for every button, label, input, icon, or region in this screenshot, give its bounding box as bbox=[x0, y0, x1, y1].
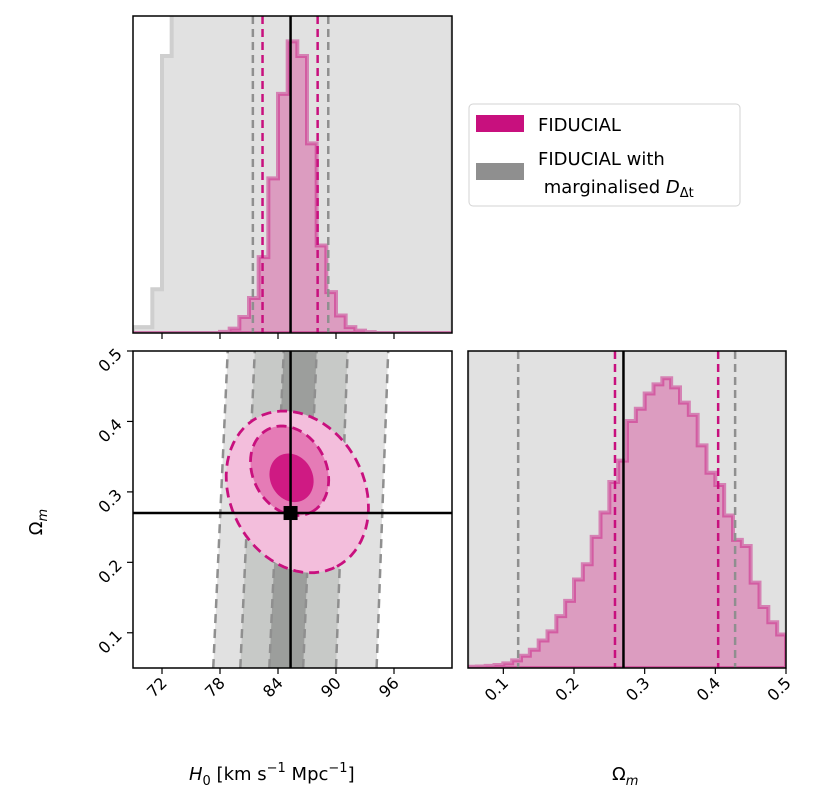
om-xtick-label-2: 0.3 bbox=[622, 673, 653, 704]
joint-frame bbox=[132, 350, 453, 669]
legend-label-fiducial: FIDUCIAL bbox=[538, 115, 621, 136]
om-marginal-frame bbox=[467, 350, 787, 669]
joint-ytick-label-1: 0.2 bbox=[94, 556, 125, 587]
om-marginal-ticks: 0.1 0.2 0.3 0.4 0.5 bbox=[481, 668, 795, 705]
joint-xtick-label-1: 78 bbox=[201, 673, 229, 701]
joint-xtick-label-3: 90 bbox=[317, 673, 345, 701]
legend-label-marginalised-line1: FIDUCIAL with bbox=[538, 149, 665, 170]
h0-marginal-plot-area bbox=[133, 16, 452, 333]
om-fiducial-histogram bbox=[468, 376, 786, 668]
h0-fiducial-area bbox=[133, 39, 452, 333]
joint-xtick-label-4: 96 bbox=[375, 673, 403, 701]
h0-marginal-ticks bbox=[161, 333, 395, 339]
legend-frame bbox=[468, 103, 741, 207]
joint-plot-area bbox=[133, 351, 452, 668]
joint-ytick-label-3: 0.4 bbox=[94, 415, 125, 446]
h0-quantile-lines bbox=[251, 16, 330, 333]
marginalised-band-edge-5 bbox=[375, 351, 390, 668]
legend-swatch-fiducial bbox=[476, 115, 524, 132]
joint-xtick-label-2: 84 bbox=[259, 673, 287, 701]
om-xtick-label-1: 0.2 bbox=[551, 673, 582, 704]
om-quantile-lines bbox=[516, 351, 737, 668]
legend-swatch-marginalised bbox=[476, 163, 524, 180]
legend-label-marginalised-line2: marginalised DΔt bbox=[538, 177, 694, 201]
joint-panel: 72 78 84 90 96 0.1 0.2 0.3 0.4 0.5 bbox=[94, 344, 453, 701]
joint-ytick-label-4: 0.5 bbox=[94, 344, 125, 375]
joint-ytick-label-2: 0.3 bbox=[94, 485, 125, 516]
ylabel-om: Ωm bbox=[26, 509, 51, 535]
legend: FIDUCIAL FIDUCIAL with marginalised DΔt bbox=[468, 103, 741, 207]
xlabel-om: Ωm bbox=[612, 764, 638, 789]
truth-crosshair bbox=[133, 351, 452, 668]
marginalised-band-edge-0 bbox=[211, 351, 229, 668]
h0-marginal-panel bbox=[132, 15, 453, 339]
om-xtick-label-0: 0.1 bbox=[481, 673, 512, 704]
h0-marginal-frame bbox=[132, 15, 453, 334]
h0-fiducial-histogram bbox=[133, 39, 452, 333]
om-xtick-label-4: 0.5 bbox=[763, 673, 794, 704]
truth-marker bbox=[283, 506, 298, 521]
xlabel-h0: H0 [km s−1 Mpc−1] bbox=[189, 761, 355, 789]
om-marginal-panel: 0.1 0.2 0.3 0.4 0.5 bbox=[467, 350, 795, 705]
joint-xtick-label-0: 72 bbox=[143, 673, 171, 701]
om-marginal-plot-area bbox=[468, 351, 786, 668]
joint-ytick-label-0: 0.1 bbox=[94, 626, 125, 657]
om-xtick-label-3: 0.4 bbox=[693, 673, 724, 704]
om-fiducial-area bbox=[468, 376, 786, 668]
